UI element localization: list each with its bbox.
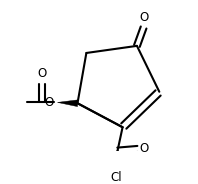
Text: O: O [140, 142, 149, 155]
Text: Cl: Cl [110, 171, 122, 184]
Text: O: O [38, 67, 47, 80]
Text: O: O [140, 11, 149, 24]
Text: O: O [44, 96, 53, 109]
Polygon shape [57, 100, 77, 107]
